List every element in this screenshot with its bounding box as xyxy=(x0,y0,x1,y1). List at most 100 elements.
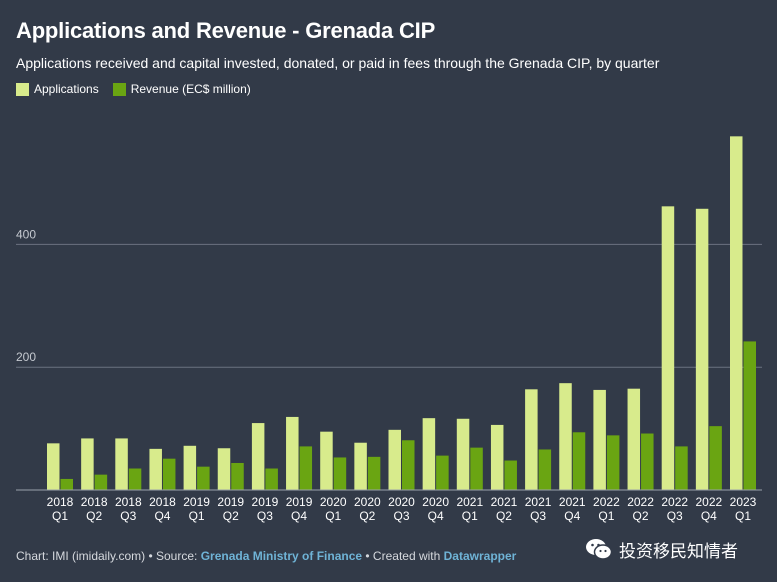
x-tick-label-quarter: Q1 xyxy=(598,509,614,523)
x-tick-label-year: 2018 xyxy=(149,495,176,509)
bar-applications-2023-Q1 xyxy=(730,136,743,490)
x-tick-label-quarter: Q1 xyxy=(325,509,341,523)
bar-applications-2022-Q1 xyxy=(593,389,606,490)
bar-revenue-2022-Q1 xyxy=(606,435,620,490)
legend-item-applications: Applications xyxy=(16,82,99,96)
bar-revenue-2019-Q4 xyxy=(299,446,313,490)
x-tick-label-year: 2021 xyxy=(525,495,552,509)
x-tick-label-year: 2021 xyxy=(491,495,518,509)
x-tick-label-year: 2020 xyxy=(422,495,449,509)
bar-applications-2021-Q2 xyxy=(490,424,504,490)
bar-revenue-2018-Q1 xyxy=(60,478,73,490)
x-tick-label-quarter: Q1 xyxy=(462,509,478,523)
x-tick-label-quarter: Q4 xyxy=(154,509,170,523)
x-tick-label-quarter: Q3 xyxy=(257,509,273,523)
chart-title: Applications and Revenue - Grenada CIP xyxy=(16,18,436,43)
datawrapper-link[interactable]: Datawrapper xyxy=(443,549,517,563)
x-tick-label-year: 2019 xyxy=(252,495,279,509)
legend-item-revenue: Revenue (EC$ million) xyxy=(112,82,251,96)
bar-revenue-2020-Q4 xyxy=(436,455,449,490)
bar-applications-2021-Q4 xyxy=(559,383,572,490)
x-tick-label-year: 2021 xyxy=(456,495,483,509)
bar-applications-2022-Q3 xyxy=(661,206,675,490)
legend-swatch-applications xyxy=(16,82,29,96)
bar-applications-2020-Q2 xyxy=(354,442,367,490)
x-tick-label-year: 2021 xyxy=(559,495,586,509)
bar-applications-2022-Q4 xyxy=(695,208,709,490)
x-tick-label-quarter: Q3 xyxy=(393,509,409,523)
bar-revenue-2023-Q1 xyxy=(743,341,756,490)
bar-revenue-2018-Q4 xyxy=(162,458,176,490)
x-tick-label-year: 2018 xyxy=(47,495,74,509)
x-tick-label-year: 2019 xyxy=(183,495,210,509)
bar-applications-2019-Q2 xyxy=(217,448,231,490)
watermark-text: 投资移民知情者 xyxy=(619,541,738,561)
bar-revenue-2019-Q3 xyxy=(265,468,278,490)
bar-revenue-2020-Q3 xyxy=(402,440,415,490)
x-tick-label-quarter: Q2 xyxy=(86,509,102,523)
x-tick-label-quarter: Q3 xyxy=(120,509,136,523)
bar-revenue-2019-Q2 xyxy=(231,462,244,490)
bar-applications-2019-Q4 xyxy=(286,416,299,490)
x-tick-label-quarter: Q2 xyxy=(633,509,649,523)
bar-revenue-2020-Q1 xyxy=(333,457,347,490)
bar-revenue-2021-Q4 xyxy=(572,432,586,490)
y-tick-label-400: 400 xyxy=(16,227,36,241)
x-tick-label-quarter: Q1 xyxy=(189,509,205,523)
chart-subtitle: Applications received and capital invest… xyxy=(16,55,660,71)
x-tick-label-year: 2020 xyxy=(320,495,347,509)
legend-label-applications: Applications xyxy=(34,82,99,96)
x-tick-label-year: 2020 xyxy=(388,495,415,509)
footer-prefix: Chart: IMI (imidaily.com) • Source: xyxy=(16,549,201,563)
bar-revenue-2022-Q4 xyxy=(709,426,722,490)
bar-applications-2018-Q4 xyxy=(149,448,162,490)
bar-applications-2019-Q1 xyxy=(183,445,197,490)
bar-revenue-2019-Q1 xyxy=(197,466,210,490)
x-tick-label-quarter: Q2 xyxy=(359,509,375,523)
x-tick-label-quarter: Q1 xyxy=(52,509,68,523)
bar-revenue-2018-Q2 xyxy=(94,474,108,490)
bar-applications-2020-Q1 xyxy=(320,431,333,490)
x-tick-label-year: 2023 xyxy=(730,495,757,509)
x-tick-label-quarter: Q2 xyxy=(496,509,512,523)
footer: Chart: IMI (imidaily.com) • Source: Gren… xyxy=(16,549,516,563)
bar-applications-2020-Q4 xyxy=(422,418,436,490)
x-tick-label-year: 2019 xyxy=(286,495,313,509)
bar-applications-2020-Q3 xyxy=(388,429,401,490)
x-tick-label-quarter: Q2 xyxy=(223,509,239,523)
wechat-icon xyxy=(586,539,613,560)
legend: Applications Revenue (EC$ million) xyxy=(16,82,265,96)
x-tick-label-year: 2019 xyxy=(217,495,244,509)
footer-middle: • Created with xyxy=(362,549,444,563)
x-tick-label-year: 2022 xyxy=(661,495,688,509)
bar-applications-2021-Q3 xyxy=(525,389,538,490)
x-tick-label-quarter: Q4 xyxy=(428,509,444,523)
x-tick-label-year: 2022 xyxy=(695,495,722,509)
y-tick-label-200: 200 xyxy=(16,350,36,364)
bar-applications-2019-Q3 xyxy=(251,423,265,490)
x-tick-label-quarter: Q4 xyxy=(291,509,307,523)
bar-applications-2018-Q3 xyxy=(115,438,128,490)
legend-label-revenue: Revenue (EC$ million) xyxy=(130,82,251,96)
x-tick-label-quarter: Q4 xyxy=(564,509,580,523)
x-tick-label-year: 2018 xyxy=(115,495,142,509)
x-tick-label-quarter: Q3 xyxy=(530,509,546,523)
bar-applications-2021-Q1 xyxy=(456,418,470,490)
watermark: 投资移民知情者 xyxy=(585,534,765,564)
bar-applications-2018-Q1 xyxy=(47,443,60,490)
legend-swatch-revenue xyxy=(112,82,126,96)
x-tick-label-year: 2022 xyxy=(593,495,620,509)
bar-applications-2022-Q2 xyxy=(627,388,641,490)
bar-revenue-2021-Q2 xyxy=(504,460,517,490)
bar-revenue-2021-Q3 xyxy=(538,449,552,490)
x-tick-label-quarter: Q3 xyxy=(667,509,683,523)
bar-revenue-2018-Q3 xyxy=(128,468,142,490)
bar-applications-2018-Q2 xyxy=(81,438,94,490)
x-tick-label-quarter: Q4 xyxy=(701,509,717,523)
source-link[interactable]: Grenada Ministry of Finance xyxy=(200,549,363,563)
x-tick-label-year: 2020 xyxy=(354,495,381,509)
bar-revenue-2022-Q3 xyxy=(675,446,688,490)
bar-revenue-2021-Q1 xyxy=(470,447,483,490)
